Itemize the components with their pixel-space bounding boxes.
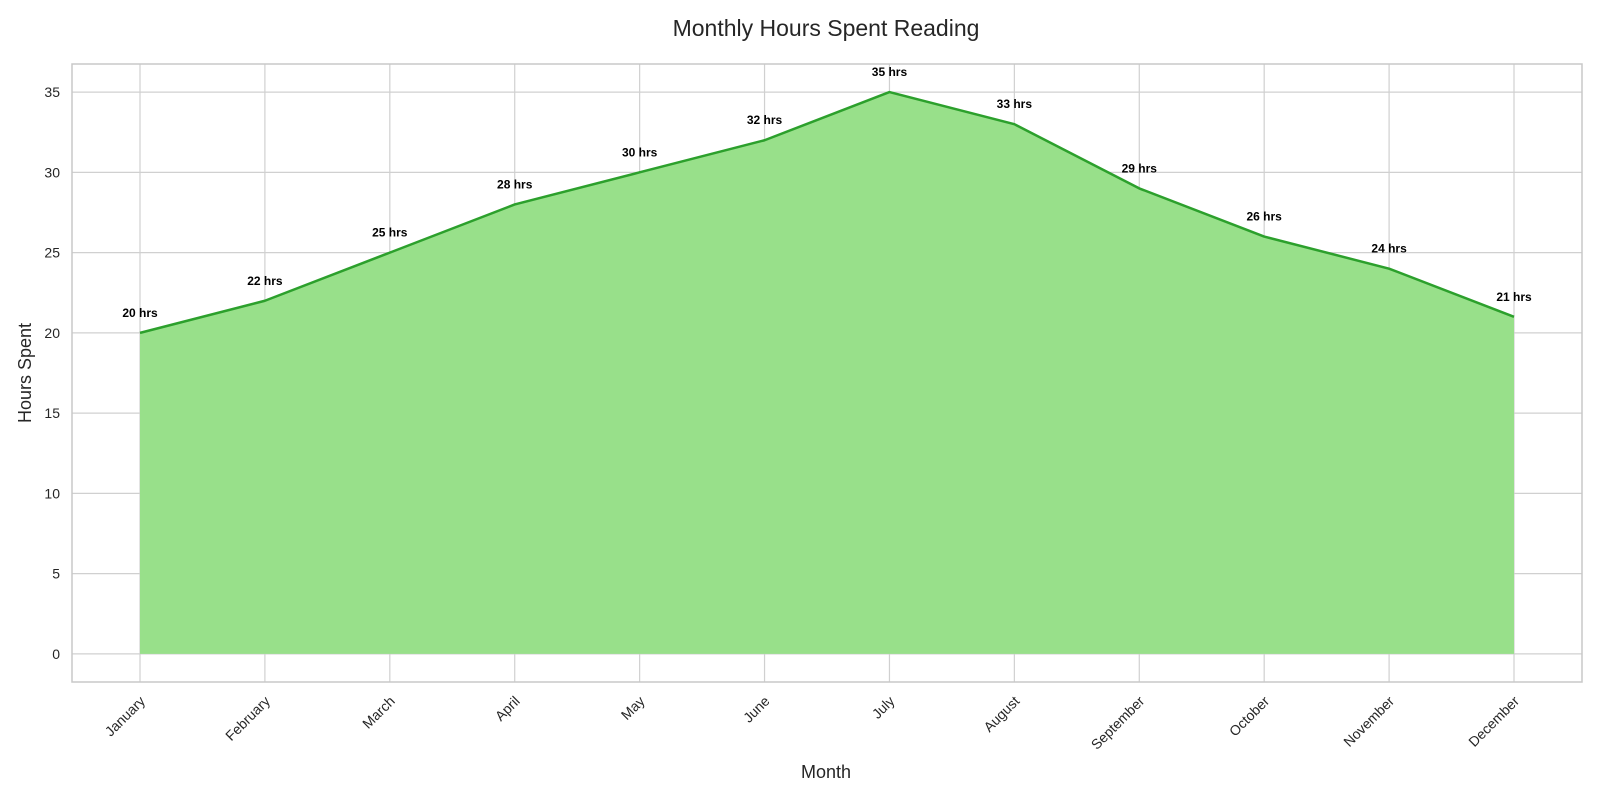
data-label: 30 hrs	[622, 145, 658, 159]
series-line	[139, 90, 1515, 335]
y-tick-label: 5	[52, 566, 60, 582]
data-label: 35 hrs	[872, 65, 908, 79]
x-tick-label: November	[1340, 693, 1397, 750]
y-tick-label: 15	[44, 405, 60, 421]
y-tick-label: 30	[44, 164, 60, 180]
data-label: 32 hrs	[747, 113, 783, 127]
data-labels: 20 hrs 22 hrs 25 hrs 28 hrs 30 hrs 32 hrs 35 h…	[122, 65, 1532, 320]
x-tick-label: January	[102, 693, 149, 740]
x-tick-label: February	[222, 693, 273, 744]
x-tick-label: July	[869, 693, 898, 722]
x-tick-label: June	[740, 693, 773, 726]
data-label: 33 hrs	[997, 97, 1033, 111]
plot-area	[139, 90, 1515, 654]
x-tick-label: October	[1226, 693, 1273, 740]
x-tick-label: December	[1465, 693, 1522, 750]
area-fill	[140, 92, 1514, 654]
x-tick-label: August	[980, 693, 1022, 735]
y-axis-label: Hours Spent	[15, 323, 35, 423]
y-tick-label: 35	[44, 84, 60, 100]
y-axis-ticks: 0 5 10 15 20 25 30 35	[44, 84, 60, 662]
chart-title: Monthly Hours Spent Reading	[673, 15, 980, 41]
y-tick-label: 0	[52, 646, 60, 662]
plot-frame	[71, 63, 1583, 683]
x-tick-label: May	[618, 693, 648, 723]
x-tick-label: March	[359, 693, 398, 732]
x-axis-ticks: January February March April May June July Augu…	[102, 693, 1523, 753]
y-tick-label: 20	[44, 325, 60, 341]
data-label: 21 hrs	[1496, 290, 1532, 304]
data-label: 22 hrs	[247, 274, 283, 288]
x-tick-label: April	[492, 693, 523, 724]
data-label: 26 hrs	[1247, 210, 1283, 224]
data-label: 24 hrs	[1371, 242, 1407, 256]
data-label: 28 hrs	[497, 177, 533, 191]
data-label: 29 hrs	[1122, 161, 1158, 175]
data-label: 20 hrs	[122, 306, 158, 320]
y-tick-label: 25	[44, 245, 60, 261]
data-label: 25 hrs	[372, 226, 408, 240]
y-tick-label: 10	[44, 485, 60, 501]
x-tick-label: September	[1088, 693, 1148, 753]
x-axis-label: Month	[801, 762, 851, 782]
